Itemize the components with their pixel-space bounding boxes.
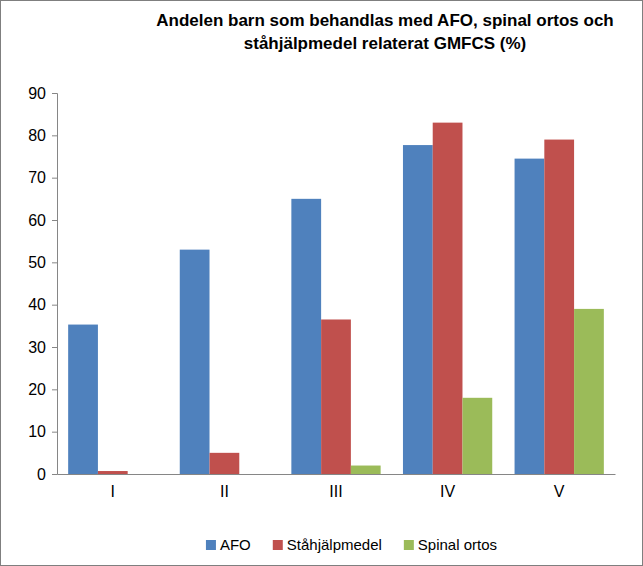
bar — [291, 199, 321, 474]
y-tick-mark — [52, 389, 57, 390]
legend-item: Ståhjälpmedel — [273, 536, 382, 553]
bar — [515, 159, 545, 474]
y-tick-label: 70 — [28, 169, 46, 186]
bar — [128, 474, 158, 475]
y-tick-label: 20 — [28, 381, 46, 398]
y-tick: 80 — [28, 127, 57, 144]
chart: Andelen barn som behandlas med AFO, spin… — [0, 0, 643, 566]
y-tick: 20 — [28, 381, 57, 398]
plot: 0102030405060708090IIIIIIIVV — [28, 85, 615, 501]
y-tick-mark — [52, 220, 57, 221]
legend-item: Spinal ortos — [404, 536, 497, 553]
bar — [351, 466, 381, 474]
bar — [239, 474, 269, 475]
bar — [68, 325, 98, 474]
y-tick-mark — [52, 347, 57, 348]
bar — [210, 453, 240, 474]
x-tick: II — [220, 474, 229, 500]
x-tick: III — [329, 474, 342, 500]
title: Andelen barn som behandlas med AFO, spin… — [156, 11, 614, 53]
y-tick-label: 10 — [28, 423, 46, 440]
y-tick: 50 — [28, 254, 57, 271]
y-tick-label: 60 — [28, 212, 46, 229]
x-tick: I — [111, 474, 115, 500]
y-axis: 0 10 20 30 40 50 60 70 80 90 — [28, 85, 57, 483]
x-tick: V — [554, 474, 565, 500]
y-tick-label: 40 — [28, 296, 46, 313]
x-axis-line — [58, 474, 616, 475]
y-axis-line — [52, 94, 58, 475]
y-tick-mark — [52, 262, 57, 263]
y-tick-label: 0 — [37, 466, 46, 483]
bar — [574, 309, 604, 474]
y-tick-label: 30 — [28, 339, 46, 356]
x-tick-label: V — [554, 483, 565, 500]
chart-frame — [1, 1, 643, 566]
y-tick: 10 — [28, 423, 57, 440]
y-tick-mark — [52, 305, 57, 306]
legend-label: Spinal ortos — [418, 536, 497, 553]
bar — [321, 319, 351, 474]
x-tick-label: I — [111, 483, 115, 500]
bars — [68, 123, 604, 474]
y-tick: 30 — [28, 339, 57, 356]
y-tick: 90 — [28, 85, 57, 102]
legend-swatch — [206, 540, 216, 550]
legend: AFO Ståhjälpmedel Spinal ortos — [206, 536, 497, 553]
y-tick: 0 — [37, 466, 57, 483]
x-tick-label: II — [220, 483, 229, 500]
y-tick-label: 50 — [28, 254, 46, 271]
y-tick-mark — [52, 135, 57, 136]
y-tick-label: 90 — [28, 85, 46, 102]
y-tick: 70 — [28, 169, 57, 186]
legend-swatch — [273, 540, 283, 550]
bar — [98, 471, 128, 474]
legend-label: AFO — [220, 536, 251, 553]
y-tick-mark — [52, 432, 57, 433]
y-tick: 60 — [28, 212, 57, 229]
legend-label: Ståhjälpmedel — [287, 536, 382, 553]
y-tick-mark — [52, 93, 57, 94]
y-tick-label: 80 — [28, 127, 46, 144]
legend-swatch — [404, 540, 414, 550]
y-tick-mark — [52, 474, 57, 475]
y-tick: 40 — [28, 296, 57, 313]
bar — [180, 250, 210, 474]
x-tick-label: IV — [440, 483, 455, 500]
x-tick-label: III — [329, 483, 342, 500]
bar — [462, 398, 492, 474]
legend-item: AFO — [206, 536, 251, 553]
bar — [403, 145, 433, 474]
x-axis: IIIIIIIVV — [58, 474, 616, 500]
bar — [544, 140, 574, 474]
x-tick: IV — [440, 474, 455, 500]
y-tick-mark — [52, 178, 57, 179]
bar — [433, 123, 463, 474]
